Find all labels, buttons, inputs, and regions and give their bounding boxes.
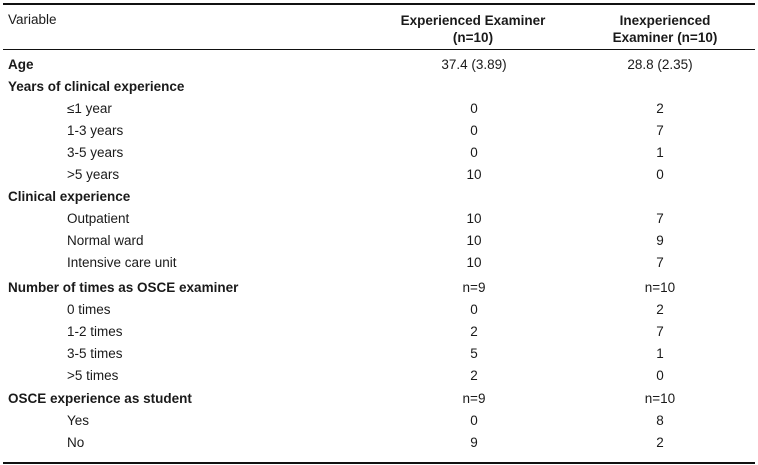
cell-inexperienced: 7 — [656, 123, 664, 138]
header-experienced-line1: Experienced Examiner — [400, 13, 546, 28]
cell-inexperienced: 2 — [656, 302, 664, 317]
top-rule — [3, 3, 755, 5]
row-sub-label: 3-5 times — [67, 346, 123, 361]
table-row: Number of times as OSCE examiner n=9 n=10 — [3, 276, 755, 298]
cell-inexperienced: 28.8 (2.35) — [627, 57, 693, 72]
cell-inexperienced: 2 — [656, 435, 664, 450]
header-rule — [3, 49, 755, 50]
row-section-label: Number of times as OSCE examiner — [8, 280, 239, 295]
table-row: 1-2 times 2 7 — [3, 320, 755, 342]
header-inexperienced-line2: Examiner (n=10) — [612, 30, 718, 45]
cell-experienced: 2 — [470, 324, 478, 339]
table-row: OSCE experience as student n=9 n=10 — [3, 387, 755, 409]
data-table: Variable Experienced Examiner (n=10) Ine… — [3, 3, 755, 464]
row-section-label: Years of clinical experience — [8, 79, 185, 94]
cell-inexperienced: 7 — [656, 324, 664, 339]
cell-experienced: 10 — [466, 255, 482, 270]
row-sub-label: Intensive care unit — [67, 255, 177, 270]
table-row: ≤1 year 0 2 — [3, 97, 755, 119]
header-inexperienced-examiner: Inexperienced Examiner (n=10) — [595, 12, 735, 46]
row-sub-label: >5 years — [67, 167, 120, 182]
cell-inexperienced: 7 — [656, 211, 664, 226]
table-row: Yes 0 8 — [3, 409, 755, 431]
table-header-row: Variable Experienced Examiner (n=10) Ine… — [3, 5, 755, 49]
row-sub-label: 1-2 times — [67, 324, 123, 339]
cell-experienced: 10 — [466, 211, 482, 226]
cell-experienced: 0 — [470, 413, 478, 428]
row-section-label: OSCE experience as student — [8, 391, 192, 406]
cell-inexperienced: 0 — [656, 167, 664, 182]
cell-experienced: 5 — [470, 346, 478, 361]
cell-inexperienced: 0 — [656, 368, 664, 383]
table-row: >5 years 10 0 — [3, 163, 755, 185]
cell-experienced: 37.4 (3.89) — [441, 57, 507, 72]
cell-experienced: 0 — [470, 302, 478, 317]
cell-inexperienced: 1 — [656, 346, 664, 361]
table-row: 3-5 times 5 1 — [3, 342, 755, 364]
table-row: Normal ward 10 9 — [3, 229, 755, 251]
header-experienced-line2: (n=10) — [452, 30, 494, 45]
row-sub-label: 0 times — [67, 302, 111, 317]
header-variable: Variable — [8, 12, 57, 27]
cell-experienced: 10 — [466, 233, 482, 248]
row-sub-label: >5 times — [67, 368, 119, 383]
row-sub-label: Outpatient — [67, 211, 130, 226]
row-sub-label: 1-3 years — [67, 123, 124, 138]
table-row: No 9 2 — [3, 431, 755, 453]
bottom-rule — [3, 462, 755, 464]
table-body: Age 37.4 (3.89) 28.8 (2.35) Years of clinic… — [3, 50, 755, 462]
cell-experienced: 2 — [470, 368, 478, 383]
cell-experienced: 0 — [470, 101, 478, 116]
cell-experienced: 0 — [470, 145, 478, 160]
cell-inexperienced: 8 — [656, 413, 664, 428]
cell-inexperienced: 2 — [656, 101, 664, 116]
header-inexperienced-line1: Inexperienced — [619, 13, 711, 28]
table-row: 3-5 years 0 1 — [3, 141, 755, 163]
row-sub-label: Yes — [67, 413, 90, 428]
cell-experienced: n=9 — [462, 391, 486, 406]
table-row: Age 37.4 (3.89) 28.8 (2.35) — [3, 53, 755, 75]
cell-inexperienced: n=10 — [644, 280, 676, 295]
row-section-label: Clinical experience — [8, 189, 131, 204]
cell-inexperienced: 1 — [656, 145, 664, 160]
row-section-label: Age — [8, 57, 34, 72]
row-sub-label: No — [67, 435, 85, 450]
table-row: 0 times 0 2 — [3, 298, 755, 320]
row-sub-label: Normal ward — [67, 233, 144, 248]
cell-experienced: 9 — [470, 435, 478, 450]
row-sub-label: ≤1 year — [67, 101, 112, 116]
table-row: Intensive care unit 10 7 — [3, 251, 755, 273]
table-row: Years of clinical experience — [3, 75, 755, 97]
cell-experienced: n=9 — [462, 280, 486, 295]
cell-experienced: 0 — [470, 123, 478, 138]
table-row: 1-3 years 0 7 — [3, 119, 755, 141]
row-sub-label: 3-5 years — [67, 145, 124, 160]
cell-inexperienced: n=10 — [644, 391, 676, 406]
cell-inexperienced: 9 — [656, 233, 664, 248]
table-row: Clinical experience — [3, 185, 755, 207]
header-experienced-examiner: Experienced Examiner (n=10) — [389, 12, 557, 46]
cell-experienced: 10 — [466, 167, 482, 182]
table-row: >5 times 2 0 — [3, 364, 755, 386]
table-row: Outpatient 10 7 — [3, 207, 755, 229]
cell-inexperienced: 7 — [656, 255, 664, 270]
